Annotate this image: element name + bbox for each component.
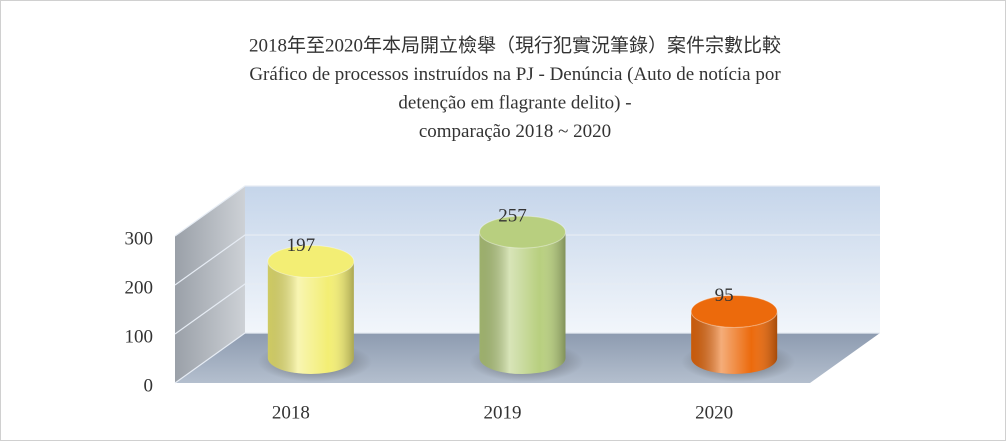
grid-line <box>174 283 880 335</box>
value-label: 197 <box>287 235 316 256</box>
bar-shading <box>691 311 778 374</box>
bar-top <box>267 244 355 278</box>
x-tick-label: 2018 <box>272 402 310 423</box>
bar-top <box>479 215 566 249</box>
x-tick-label: 2020 <box>695 402 733 423</box>
value-label: 257 <box>498 205 527 226</box>
bar-shading <box>479 232 566 374</box>
grid-line <box>174 332 880 384</box>
y-tick-label: 100 <box>125 326 154 347</box>
grid-line <box>174 234 880 286</box>
chart-title: Gráfico de processos instruídos na PJ - … <box>249 64 781 85</box>
bar-top <box>690 294 778 328</box>
bar-shading <box>267 261 354 374</box>
side-wall <box>175 186 245 383</box>
y-tick-label: 200 <box>125 277 154 298</box>
value-label: 95 <box>715 285 734 306</box>
y-tick-label: 300 <box>125 228 154 249</box>
chart-title: detenção em flagrante delito) - <box>398 92 631 113</box>
x-tick-label: 2019 <box>484 402 522 423</box>
y-tick-label: 0 <box>144 375 154 396</box>
chart-title: 2018年至2020年本局開立檢舉（現行犯實況筆錄）案件宗數比較 <box>249 34 781 56</box>
chart-title: comparação 2018 ~ 2020 <box>419 121 611 142</box>
grid-line <box>174 185 880 237</box>
